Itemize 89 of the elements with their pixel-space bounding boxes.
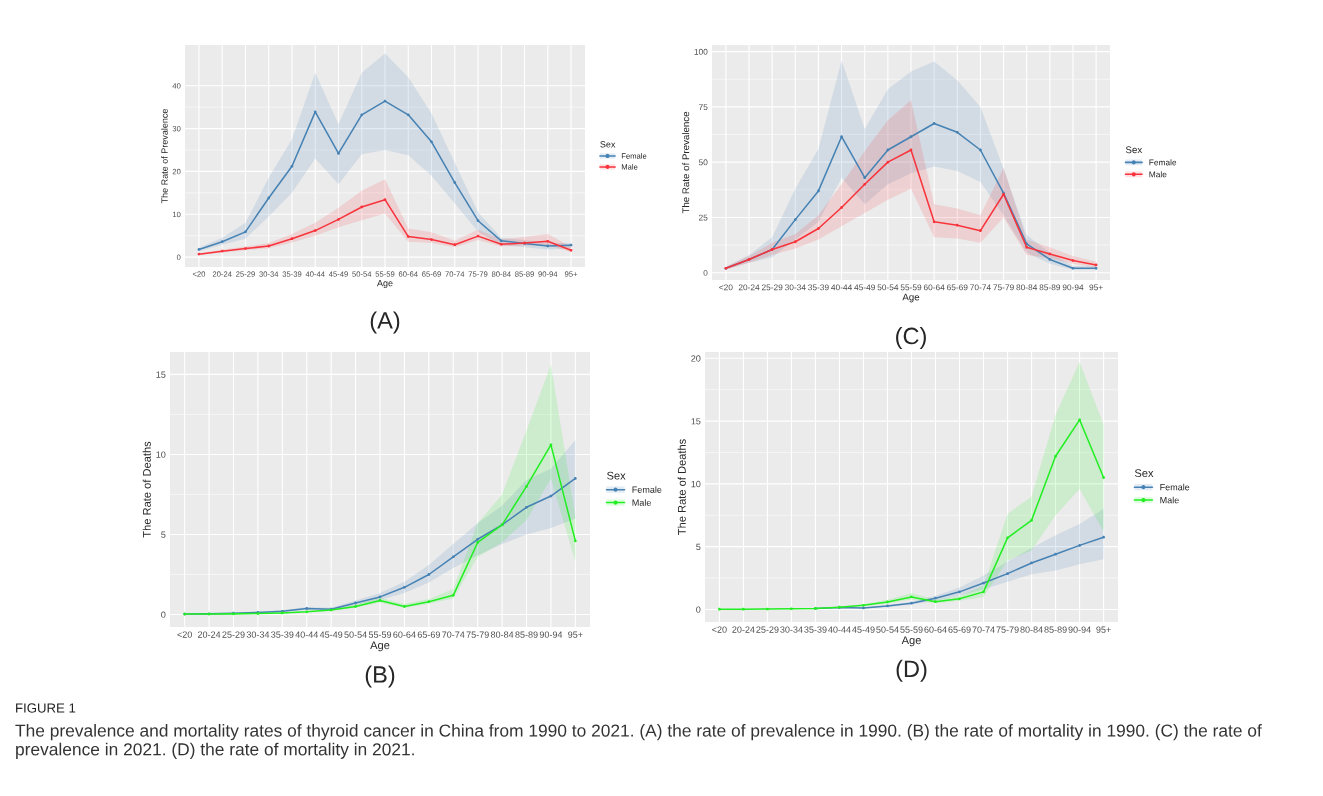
legend-label: Female [1160,483,1190,491]
text: (B) [365,665,395,688]
x-tick-label: 70-74 [442,631,465,638]
y-tick-label: 75 [698,104,708,110]
x-tick-label: 85-89 [1039,284,1061,291]
x-tick-label: 30-34 [784,284,806,291]
y-tick-label: 20 [691,355,701,362]
x-tick-label: 65-69 [948,626,971,633]
x-tick-label: 50-54 [344,631,367,638]
x-tick-label: 60-64 [924,626,947,633]
x-tick-label: 55-59 [900,284,922,291]
x-tick-label: 35-39 [804,626,827,633]
x-tick-label: 75-79 [996,626,1019,633]
y-tick-label: 0 [703,269,708,276]
x-tick-label: 70-74 [970,284,991,291]
x-tick-label: 90-94 [1068,626,1091,633]
x-tick-label: 80-84 [490,631,514,638]
y-tick-label: 0 [696,606,701,613]
x-tick-label: 95+ [568,631,583,638]
y-tick-label: 5 [161,531,166,538]
legend-title: Sex [607,471,626,480]
x-tick-label: 95+ [1096,626,1111,633]
y-tick-label: 0 [161,611,166,618]
x-tick-label: 65-69 [417,631,440,638]
x-tick-label: <20 [177,631,192,638]
text: The prevalence and mortality rates of thyroid cancer in China from 1990 to 2021. (A) the rate of prevalence in 1990. (B) the rate of mortality in 1990. (C) the rate of prevalence in 2021. (D) the rate of mortality in 2021. [15,724,1262,759]
x-tick-label: 40-44 [295,631,319,638]
text: (A) [370,311,400,334]
x-tick-label: 20-24 [732,626,755,633]
y-tick-label: 25 [698,214,708,221]
y-tick-label: 5 [696,543,701,551]
legend-label: Female [632,486,662,493]
x-tick-label: 80-84 [1020,626,1043,633]
x-tick-label: 25-29 [222,631,245,638]
legend-label: Male [632,499,651,506]
x-tick-label: 45-49 [319,631,343,638]
x-tick-label: 70-74 [972,626,995,633]
x-tick-label: <20 [712,626,727,633]
x-tick-label: 20-24 [197,631,221,638]
caption: FIGURE 1 [16,703,76,713]
x-tick-label: 20-24 [738,284,760,291]
x-tick-label: 60-64 [393,631,416,638]
x-tick-label: 50-54 [876,626,899,633]
x-tick-label: 85-89 [515,631,538,638]
x-tick-label: 85-89 [1044,626,1067,633]
x-axis-title: Age [902,293,920,303]
x-tick-label: 25-29 [756,626,779,633]
x-tick-label: 40-44 [831,284,852,291]
x-axis-title: Age [901,636,921,647]
y-tick-label: 10 [156,451,166,458]
y-tick-label: 15 [156,371,166,378]
legend-title: Sex [1125,146,1143,154]
x-tick-label: 90-94 [539,631,563,638]
x-tick-label: 50-54 [877,284,899,291]
x-tick-label: 60-64 [923,284,945,291]
y-tick-label: 15 [691,418,701,425]
x-tick-label: 45-49 [854,284,875,291]
legend-label: Male [1149,171,1167,178]
legend-label: Female [1149,159,1177,166]
text: (C) [896,327,926,349]
x-tick-label: 65-69 [947,284,968,291]
x-tick-label: 55-59 [368,631,392,638]
x-tick-label: 35-39 [808,284,829,291]
y-tick-label: 10 [691,480,701,488]
y-axis-title: The Rate of Deaths [142,441,151,538]
y-axis-title: The Rate of Prevalence [161,108,168,204]
x-tick-label: <20 [719,284,733,291]
x-tick-label: 40-44 [828,626,851,633]
x-tick-label: 75-79 [466,631,489,638]
x-tick-label: 30-34 [780,626,803,633]
legend-title: Sex [600,141,616,148]
x-tick-label: 35-39 [271,631,294,638]
x-tick-label: 90-94 [1062,284,1084,291]
x-axis-title: Age [370,641,390,652]
legend-label: Male [1160,496,1179,504]
y-tick-label: 50 [698,159,708,166]
x-tick-label: 55-59 [900,626,923,633]
x-tick-label: 95+ [1089,284,1103,291]
x-tick-label: 75-79 [993,284,1014,291]
x-axis-title: Age [376,280,393,289]
x-tick-label: 30-34 [246,631,270,638]
text: (D) [896,659,927,682]
y-axis-title: The Rate of Prevalence [682,111,690,214]
legend-title: Sex [1134,469,1154,478]
x-tick-label: 45-49 [852,626,875,633]
x-tick-label: 80-84 [1016,284,1038,291]
y-axis-title: The Rate of Deaths [677,439,686,535]
x-tick-label: 25-29 [761,284,783,291]
y-tick-label: 100 [694,48,708,55]
